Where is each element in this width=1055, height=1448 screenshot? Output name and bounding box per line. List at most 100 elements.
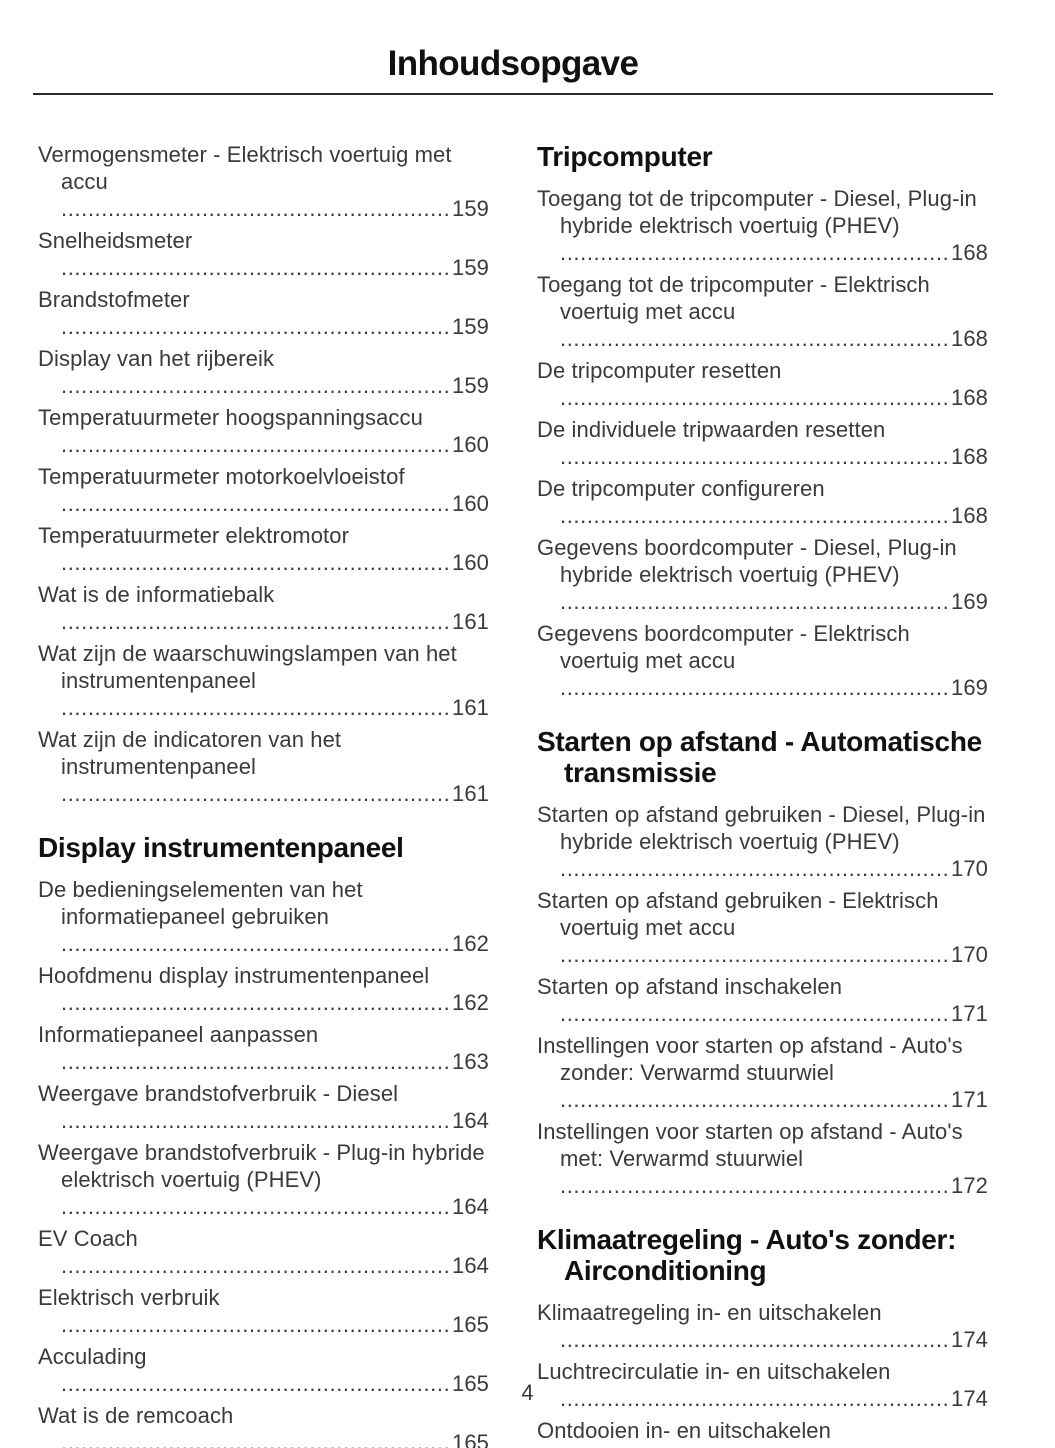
title-divider <box>33 93 993 95</box>
toc-entry[interactable]: Wat is de informatiebalk 161 <box>38 581 489 635</box>
toc-entry-page: 168 <box>946 384 988 411</box>
section-heading: Tripcomputer <box>537 141 713 172</box>
toc-entry[interactable]: Wat zijn de indicatoren van het instrume… <box>38 726 489 807</box>
toc-entry-page: 170 <box>946 941 988 968</box>
toc-entry-title: Gegevens boordcomputer - Elektrisch voer… <box>537 621 910 673</box>
toc-section: Klimaatregeling - Auto's zonder: Aircond… <box>537 1224 988 1448</box>
toc-section: Display instrumentenpaneel De bedieningse… <box>38 832 489 1448</box>
toc-entry-page: 160 <box>447 431 489 458</box>
toc-entry[interactable]: Starten op afstand gebruiken - Diesel, P… <box>537 801 988 882</box>
toc-entry-page: 164 <box>447 1193 489 1220</box>
toc-entry[interactable]: Weergave brandstofverbruik - Plug-in hyb… <box>38 1139 489 1220</box>
toc-entry-title: Elektrisch verbruik <box>38 1285 220 1310</box>
toc-entry[interactable]: Temperatuurmeter elektromotor 160 <box>38 522 489 576</box>
toc-entry-title: Luchtrecirculatie in- en uitschakelen <box>537 1359 891 1384</box>
toc-entry-page: 160 <box>447 549 489 576</box>
toc-entry[interactable]: Klimaatregeling in- en uitschakelen 174 <box>537 1299 988 1353</box>
footer-page-number: 4 <box>521 1380 534 1405</box>
dot-leader <box>61 1194 489 1219</box>
toc-entry[interactable]: De tripcomputer resetten 168 <box>537 357 988 411</box>
toc-entry-page: 171 <box>946 1000 988 1027</box>
toc-entry-title: Temperatuurmeter hoogspanningsaccu <box>38 405 423 430</box>
toc-entry-page: 160 <box>447 490 489 517</box>
toc-entry[interactable]: EV Coach 164 <box>38 1225 489 1279</box>
toc-entry-title: De tripcomputer resetten <box>537 358 782 383</box>
dot-leader <box>61 550 489 575</box>
toc-entry-page: 162 <box>447 930 489 957</box>
toc-entry-page: 165 <box>447 1311 489 1338</box>
toc-entry[interactable]: Weergave brandstofverbruik - Diesel 164 <box>38 1080 489 1134</box>
toc-entry[interactable]: De bedieningselementen van het informati… <box>38 876 489 957</box>
dot-leader <box>61 196 489 221</box>
dot-leader <box>560 1173 988 1198</box>
toc-entry[interactable]: Temperatuurmeter motorkoelvloeistof 160 <box>38 463 489 517</box>
toc-entry[interactable]: Instellingen voor starten op afstand - A… <box>537 1032 988 1113</box>
toc-entry[interactable]: Hoofdmenu display instrumentenpaneel 162 <box>38 962 489 1016</box>
dot-leader <box>560 444 988 469</box>
dot-leader <box>61 255 489 280</box>
toc-entry-title: De bedieningselementen van het informati… <box>38 877 363 929</box>
toc-entry-page: 162 <box>447 989 489 1016</box>
toc-entry-page: 161 <box>447 608 489 635</box>
dot-leader <box>560 240 988 265</box>
toc-entry[interactable]: Instellingen voor starten op afstand - A… <box>537 1118 988 1199</box>
dot-leader <box>560 1445 988 1448</box>
toc-entry-title: Display van het rijbereik <box>38 346 275 371</box>
toc-entry[interactable]: Wat is de remcoach 165 <box>38 1402 489 1448</box>
toc-entry-title: Temperatuurmeter elektromotor <box>38 523 350 548</box>
dot-leader <box>560 1327 988 1352</box>
toc-entry-page: 171 <box>946 1086 988 1113</box>
toc-entry[interactable]: Starten op afstand inschakelen 171 <box>537 973 988 1027</box>
toc-entry-title: Brandstofmeter <box>38 287 190 312</box>
section-heading: Klimaatregeling - Auto's zonder: Aircond… <box>537 1224 957 1286</box>
toc-entry[interactable]: De tripcomputer configureren 168 <box>537 475 988 529</box>
dot-leader <box>61 1430 489 1448</box>
toc-entry[interactable]: Ontdooien in- en uitschakelen 174 <box>537 1417 988 1448</box>
toc-entry-page: 168 <box>946 502 988 529</box>
toc-entry[interactable]: Luchtrecirculatie in- en uitschakelen 174 <box>537 1358 988 1412</box>
toc-entry[interactable]: Gegevens boordcomputer - Diesel, Plug-in… <box>537 534 988 615</box>
toc-entry[interactable]: Acculading 165 <box>38 1343 489 1397</box>
dot-leader <box>560 326 988 351</box>
dot-leader <box>560 942 988 967</box>
toc-entry-page: 161 <box>447 780 489 807</box>
toc-entry-title: Wat is de remcoach <box>38 1403 234 1428</box>
toc-section: Starten op afstand - Automatische transm… <box>537 726 988 1199</box>
toc-entry-page: 161 <box>447 694 489 721</box>
toc-entry[interactable]: Toegang tot de tripcomputer - Diesel, Pl… <box>537 185 988 266</box>
dot-leader <box>61 695 489 720</box>
toc-entry-title: Instellingen voor starten op afstand - A… <box>537 1119 963 1171</box>
toc-entry[interactable]: Elektrisch verbruik 165 <box>38 1284 489 1338</box>
toc-entry-page: 159 <box>447 254 489 281</box>
section-heading: Display instrumentenpaneel <box>38 832 404 863</box>
toc-entry-page: 168 <box>946 443 988 470</box>
toc-entry[interactable]: Vermogensmeter - Elektrisch voertuig met… <box>38 141 489 222</box>
dot-leader <box>560 1386 988 1411</box>
dot-leader <box>560 503 988 528</box>
toc-entry[interactable]: Toegang tot de tripcomputer - Elektrisch… <box>537 271 988 352</box>
toc-entry[interactable]: Wat zijn de waarschuwingslampen van het … <box>38 640 489 721</box>
toc-entry[interactable]: Display van het rijbereik 159 <box>38 345 489 399</box>
toc-entry-title: Klimaatregeling in- en uitschakelen <box>537 1300 882 1325</box>
toc-entry[interactable]: Starten op afstand gebruiken - Elektrisc… <box>537 887 988 968</box>
toc-entry-page: 169 <box>946 588 988 615</box>
dot-leader <box>61 373 489 398</box>
dot-leader <box>61 1253 489 1278</box>
toc-entry-title: Weergave brandstofverbruik - Diesel <box>38 1081 399 1106</box>
toc-entry[interactable]: Snelheidsmeter 159 <box>38 227 489 281</box>
toc-entry[interactable]: Temperatuurmeter hoogspanningsaccu 160 <box>38 404 489 458</box>
toc-section: Tripcomputer Toegang tot de tripcomputer … <box>537 141 988 701</box>
dot-leader <box>61 931 489 956</box>
toc-entry[interactable]: De individuele tripwaarden resetten 168 <box>537 416 988 470</box>
toc-entry[interactable]: Informatiepaneel aanpassen 163 <box>38 1021 489 1075</box>
toc-entry-page: 165 <box>447 1429 489 1448</box>
toc-entry-page: 159 <box>447 372 489 399</box>
toc-entry-page: 164 <box>447 1107 489 1134</box>
toc-entry[interactable]: Brandstofmeter 159 <box>38 286 489 340</box>
toc-entry[interactable]: Gegevens boordcomputer - Elektrisch voer… <box>537 620 988 701</box>
dot-leader <box>61 781 489 806</box>
toc-entry-title: EV Coach <box>38 1226 138 1251</box>
toc-entry-page: 168 <box>946 325 988 352</box>
dot-leader <box>61 609 489 634</box>
